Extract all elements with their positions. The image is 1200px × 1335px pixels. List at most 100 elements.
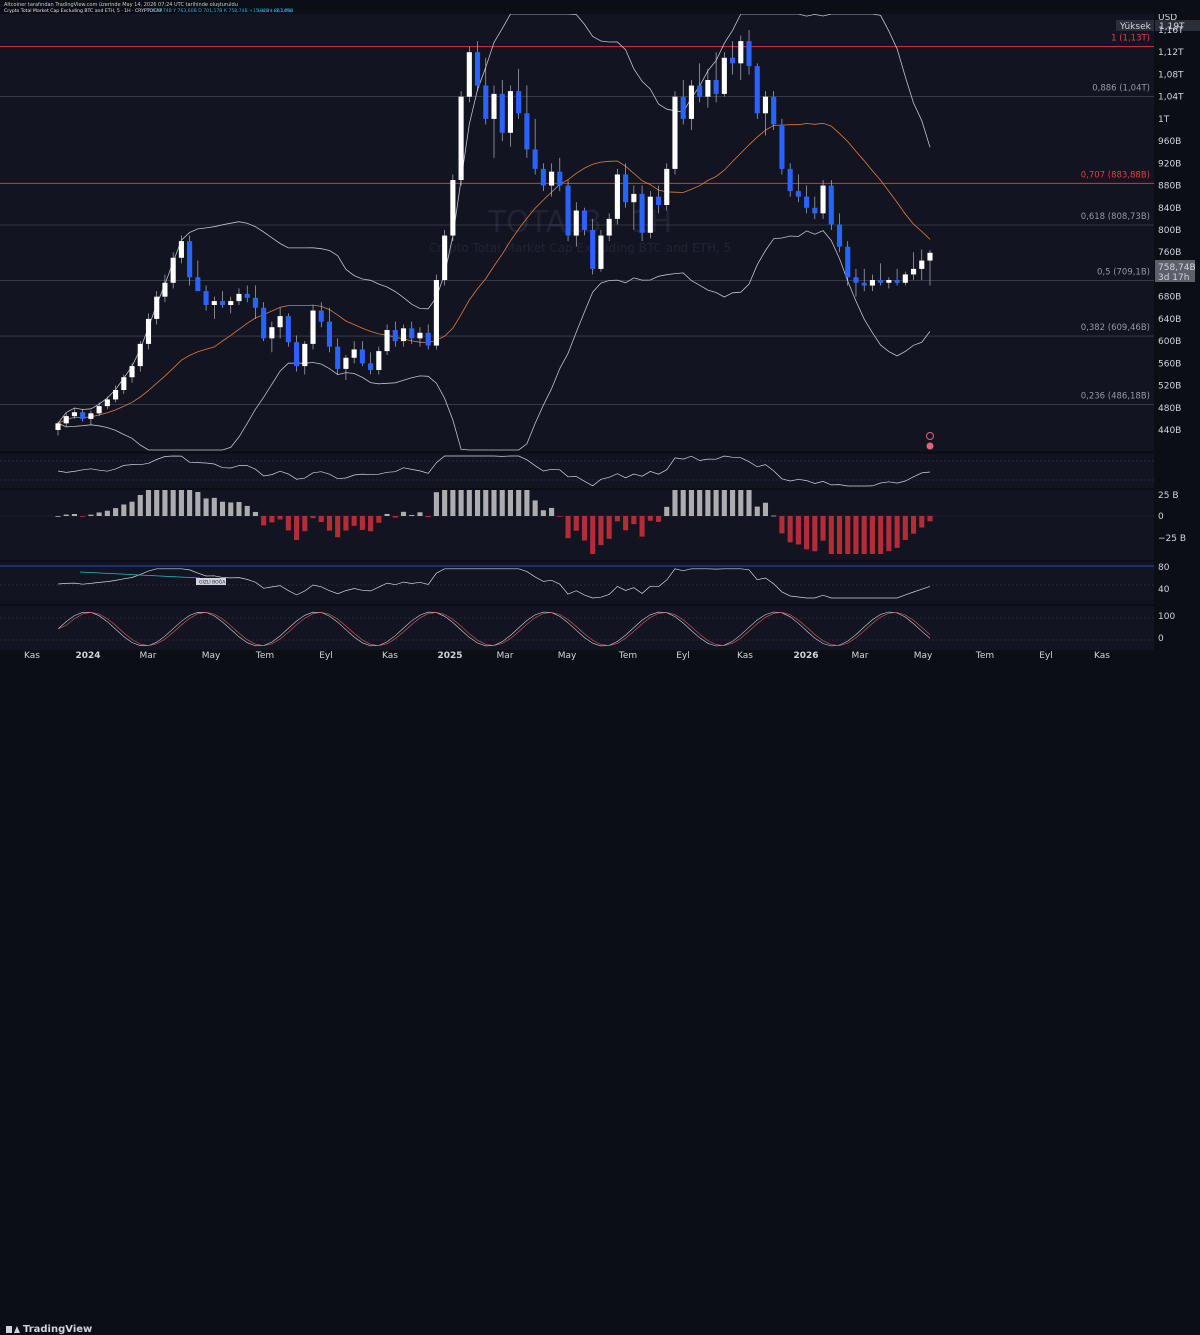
macd-bar [606, 516, 612, 539]
price-label: 520B [1158, 382, 1181, 392]
divergence-line [79, 571, 201, 579]
candle-body [277, 316, 283, 328]
candle-body [845, 246, 851, 278]
fib-retracement[interactable]: 1 (1,13T) 0,886 (1,04T) 0,707 (883,88B) 0,6… [0, 34, 1154, 405]
macd-bar [335, 516, 341, 538]
chart-header: Altcoiner tarafından TradingView.com üze… [0, 0, 1200, 14]
currency-label: USD [1158, 14, 1177, 23]
event-marker-flag-icon[interactable] [926, 442, 934, 450]
macd-bar [318, 516, 324, 523]
candle-body [409, 328, 415, 339]
mode-badge-label: Yüksek [1119, 22, 1152, 32]
macd-bar [853, 516, 859, 554]
macd-bar [779, 516, 785, 534]
time-label: Eyl [676, 651, 690, 660]
candle-body [664, 168, 670, 205]
macd-bar [244, 505, 250, 516]
bollinger-bands [57, 14, 931, 451]
macd-bar [705, 490, 711, 516]
candle-body [878, 280, 884, 283]
candle-body [795, 191, 801, 197]
time-label: Kas [382, 651, 398, 660]
symbol-title[interactable]: Crypto Total Market Cap Excluding BTC an… [4, 9, 163, 14]
volume-pane[interactable] [0, 454, 1154, 488]
macd-bar [549, 507, 555, 516]
candle-body [524, 113, 530, 150]
tradingview-logo: TradingView [6, 1324, 92, 1335]
time-label: Mar [497, 651, 514, 660]
macd-bar [425, 516, 431, 518]
fib-label: 1 (1,13T) [1111, 34, 1150, 44]
brand-name: TradingView [23, 1324, 93, 1335]
stoch-pane[interactable] [0, 606, 1154, 650]
price-label: 1,12T [1158, 48, 1184, 58]
candle-body [738, 41, 744, 64]
macd-bar [376, 516, 382, 523]
candle-body [688, 85, 694, 119]
macd-bar [474, 490, 481, 516]
candles [55, 30, 933, 436]
macd-bar [713, 490, 719, 516]
candle-body [121, 377, 127, 390]
candle-body [187, 241, 193, 278]
bb-lower-line [57, 230, 931, 451]
candle-body [647, 196, 653, 233]
footer: TradingView [0, 660, 1200, 1335]
price-chart[interactable]: TOTAL3 · 1H Crypto Total Market Cap Excl… [0, 14, 1200, 660]
candle-body [384, 330, 390, 352]
time-axis[interactable]: Kas 2024 Mar May Tem Eyl Kas 2025 Mar May Tem Eyl Ka… [24, 651, 1110, 660]
macd-bar [359, 516, 365, 530]
candle-body [310, 310, 316, 344]
candle-body [302, 343, 308, 367]
candle-body [697, 85, 703, 97]
price-axis[interactable] [1154, 14, 1200, 660]
time-label: Mar [140, 651, 157, 660]
time-label: Kas [24, 651, 40, 660]
candle-body [442, 235, 448, 280]
time-label: Kas [737, 651, 753, 660]
mode-value-badge [1155, 20, 1200, 31]
event-marker-icon[interactable] [926, 432, 934, 440]
candle-body [113, 390, 119, 400]
time-label: Eyl [319, 651, 333, 660]
rsi-pane[interactable] [0, 562, 1154, 604]
macd-bar [277, 516, 283, 520]
indicator-axis-labels: 25 B 0 −25 B 80 40 100 0 [1158, 491, 1186, 644]
candle-body [910, 268, 917, 275]
candle-body [162, 282, 168, 297]
candle-body [590, 230, 596, 269]
candle-body [623, 174, 629, 203]
time-label: Mar [852, 651, 869, 660]
candle-body [491, 93, 497, 119]
candle-body [532, 149, 538, 169]
macd-bar [121, 504, 127, 516]
macd-bar [252, 511, 258, 516]
time-label: Tem [618, 651, 637, 660]
macd-bar [738, 490, 744, 516]
macd-bar [145, 490, 152, 516]
macd-bar [499, 490, 505, 516]
candle-body [483, 85, 489, 119]
candle-body [886, 280, 892, 283]
stoch-axis-label: 100 [1158, 612, 1175, 622]
price-label: 680B [1158, 293, 1181, 303]
macd-bar [631, 516, 637, 525]
time-label: 2026 [793, 651, 818, 660]
candle-body [507, 91, 514, 133]
candle-body [104, 399, 110, 407]
macd-bar [442, 490, 448, 516]
macd-bar [869, 516, 875, 554]
candle-body [680, 96, 686, 119]
candle-body [499, 93, 505, 133]
candle-body [581, 210, 588, 230]
mode-badge[interactable] [1116, 20, 1154, 31]
price-label: 840B [1158, 204, 1181, 214]
candle-body [836, 224, 843, 247]
divergence-label-box [196, 578, 226, 585]
candle-body [631, 193, 637, 203]
macd-bar [639, 516, 645, 537]
macd-bar [80, 516, 86, 517]
candle-body [861, 282, 867, 286]
candle-body [318, 310, 324, 322]
macd-bar [845, 516, 851, 554]
